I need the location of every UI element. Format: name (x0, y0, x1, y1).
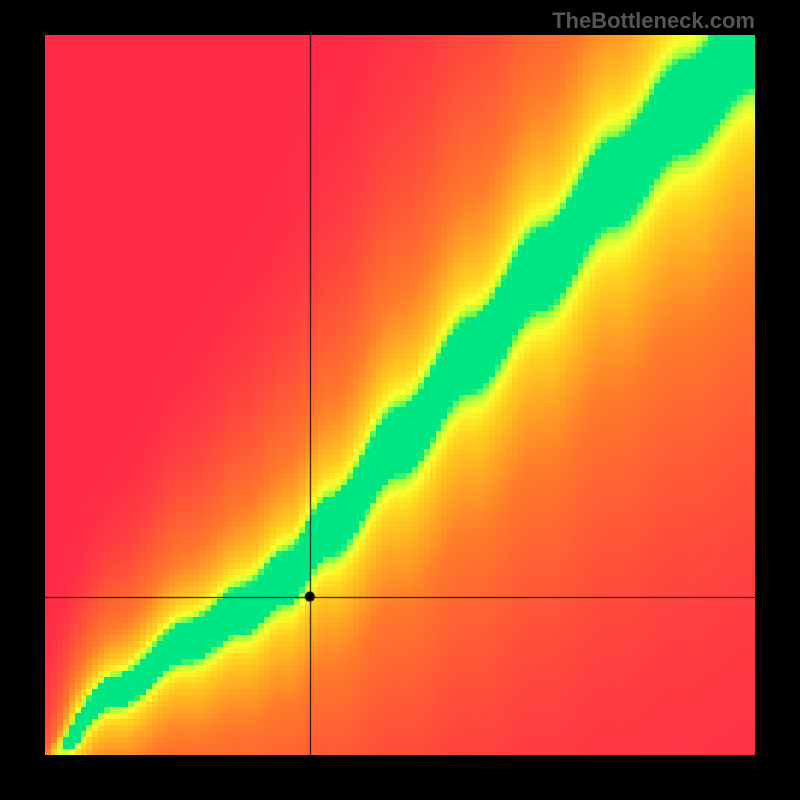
crosshair-overlay (45, 35, 755, 755)
watermark-text: TheBottleneck.com (552, 8, 755, 34)
chart-container: TheBottleneck.com (0, 0, 800, 800)
